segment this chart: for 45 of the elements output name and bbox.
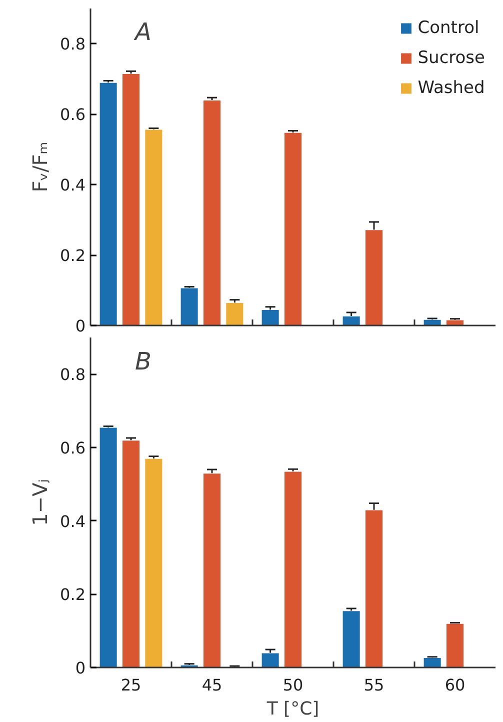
annotation: B [135,347,152,376]
legend-label: Washed [418,78,485,98]
y-axis-title: Fᵥ/Fₘ [28,142,52,192]
y-tick-label: 0.8 [60,365,86,384]
x-axis-title: T [°C] [266,698,320,720]
bar [261,652,280,668]
bar [364,229,384,326]
bar [180,287,199,326]
bar [261,309,280,326]
legend-label: Control [418,18,480,38]
bar [284,470,302,668]
bar [342,316,361,326]
y-tick-label: 0 [75,316,86,336]
y-tick-label: 0.4 [60,512,86,531]
bar [364,509,384,668]
x-tick-label: 25 [120,676,142,694]
x-tick-label: 60 [444,676,466,694]
bar [342,610,361,668]
y-tick-label: 0.2 [60,585,86,604]
bar [144,128,163,326]
bar [202,472,222,668]
bar [446,623,464,668]
y-tick-label: 0.8 [60,34,86,54]
x-tick-label: 45 [202,676,222,694]
bar [122,73,140,326]
y-tick-label: 0 [75,658,86,678]
bar [202,100,222,326]
legend-label: Sucrose [418,48,485,68]
y-tick-label: 0.2 [60,246,86,266]
y-tick-label: 0.6 [60,105,86,124]
bar [446,319,464,326]
y-axis-title: 1−Vⱼ [28,479,52,526]
bar [284,132,302,326]
bar [122,440,140,668]
x-tick-label: 55 [364,676,384,694]
annotation: A [133,18,152,46]
bar [225,302,244,326]
bar [99,426,118,668]
y-tick-label: 0.4 [60,176,86,195]
y-tick-label: 0.6 [60,438,86,458]
x-tick-label: 50 [282,676,304,694]
bar [99,82,118,326]
bar [144,458,163,668]
bar [423,319,442,326]
bar [423,657,442,668]
